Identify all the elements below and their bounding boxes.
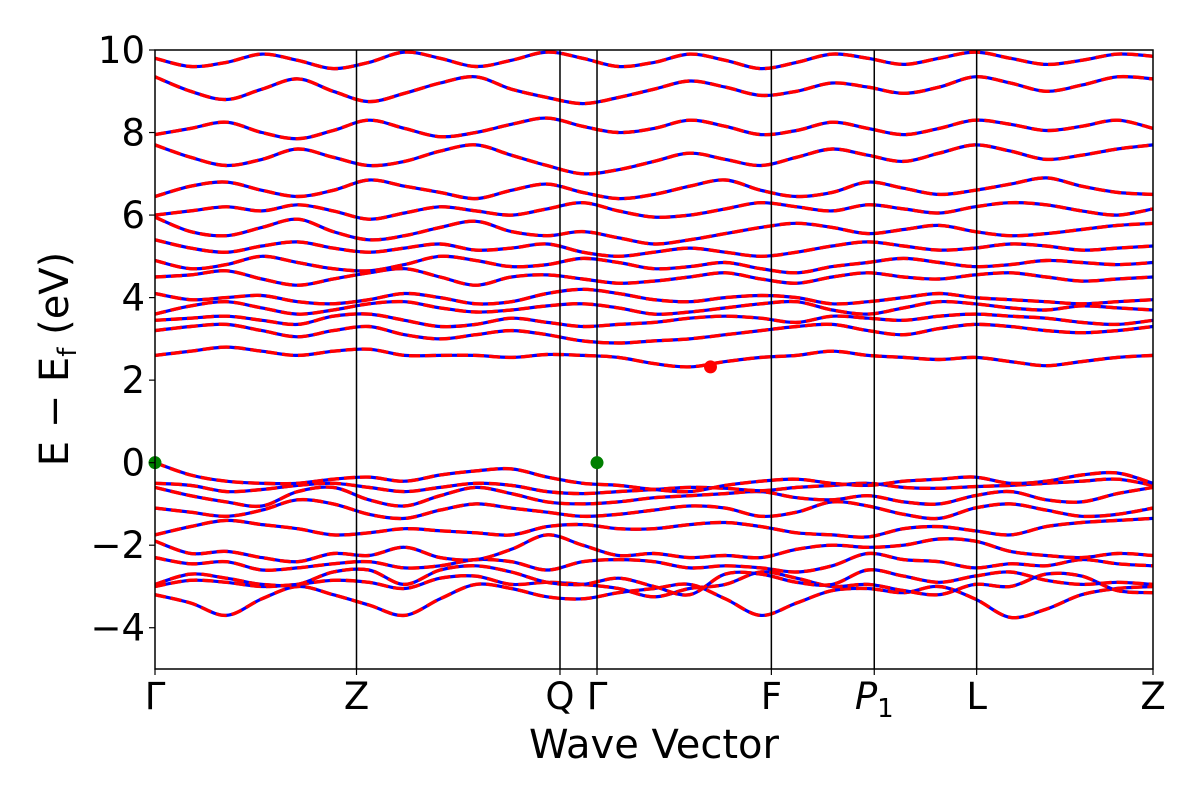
band-line-dashed bbox=[155, 533, 1153, 564]
vbm-marker bbox=[590, 456, 604, 470]
band-line-dashed bbox=[155, 322, 1153, 345]
band-line-dashed bbox=[155, 176, 1153, 201]
band-line-dashed bbox=[155, 312, 1153, 329]
band-line-dashed bbox=[155, 287, 1153, 306]
band-line-solid bbox=[155, 50, 1153, 71]
x-tick-label: Γ bbox=[145, 675, 166, 718]
y-axis-ticks: −4 −2 0 2 4 6 8 10 bbox=[90, 29, 155, 650]
band-line-dashed bbox=[155, 582, 1153, 620]
y-tick-label: 4 bbox=[121, 277, 145, 320]
x-tick-label: F bbox=[761, 675, 782, 718]
x-axis-ticks: Γ Z Q Γ F P1 L Z bbox=[145, 669, 1166, 724]
y-tick-label: 10 bbox=[98, 29, 145, 72]
band-line-dashed bbox=[155, 116, 1153, 141]
high-symmetry-lines bbox=[355, 50, 978, 669]
band-line-dashed bbox=[155, 254, 1153, 275]
band-line-dashed bbox=[155, 345, 1153, 369]
band-line-dashed bbox=[155, 143, 1153, 176]
cbm-marker bbox=[703, 360, 717, 374]
y-tick-label: 8 bbox=[121, 112, 145, 155]
x-tick-label: L bbox=[966, 675, 987, 718]
band-line-dashed bbox=[155, 564, 1153, 597]
x-tick-label: P1 bbox=[855, 675, 894, 724]
band-line-solid bbox=[155, 485, 1153, 508]
x-tick-label: Z bbox=[1140, 675, 1165, 718]
x-tick-label: Z bbox=[344, 675, 369, 718]
band-line-dashed bbox=[155, 551, 1153, 574]
y-tick-label: −4 bbox=[90, 607, 145, 650]
extrema-markers bbox=[148, 360, 717, 470]
band-line-dashed bbox=[155, 570, 1153, 599]
y-tick-label: 6 bbox=[121, 194, 145, 237]
y-axis-title: E − Ef (eV) bbox=[32, 252, 83, 467]
y-tick-label: −2 bbox=[90, 524, 145, 567]
band-line-dashed bbox=[155, 299, 1153, 316]
band-line-dashed bbox=[155, 497, 1153, 521]
band-line-dashed bbox=[155, 200, 1153, 221]
band-line-dashed bbox=[155, 74, 1153, 106]
band-line-dashed bbox=[155, 516, 1153, 539]
y-tick-label: 2 bbox=[121, 359, 145, 402]
band-line-dashed bbox=[155, 238, 1153, 259]
band-line-dashed bbox=[155, 266, 1153, 287]
bands-layer bbox=[155, 50, 1153, 620]
y-tick-label: 0 bbox=[121, 442, 145, 485]
x-tick-label: Q bbox=[545, 675, 574, 718]
x-axis-title: Wave Vector bbox=[529, 722, 780, 768]
plot-frame bbox=[154, 49, 1154, 670]
band-line-dashed bbox=[155, 215, 1153, 246]
x-tick-label: Γ bbox=[587, 675, 608, 718]
band-line-dashed bbox=[155, 461, 1153, 494]
